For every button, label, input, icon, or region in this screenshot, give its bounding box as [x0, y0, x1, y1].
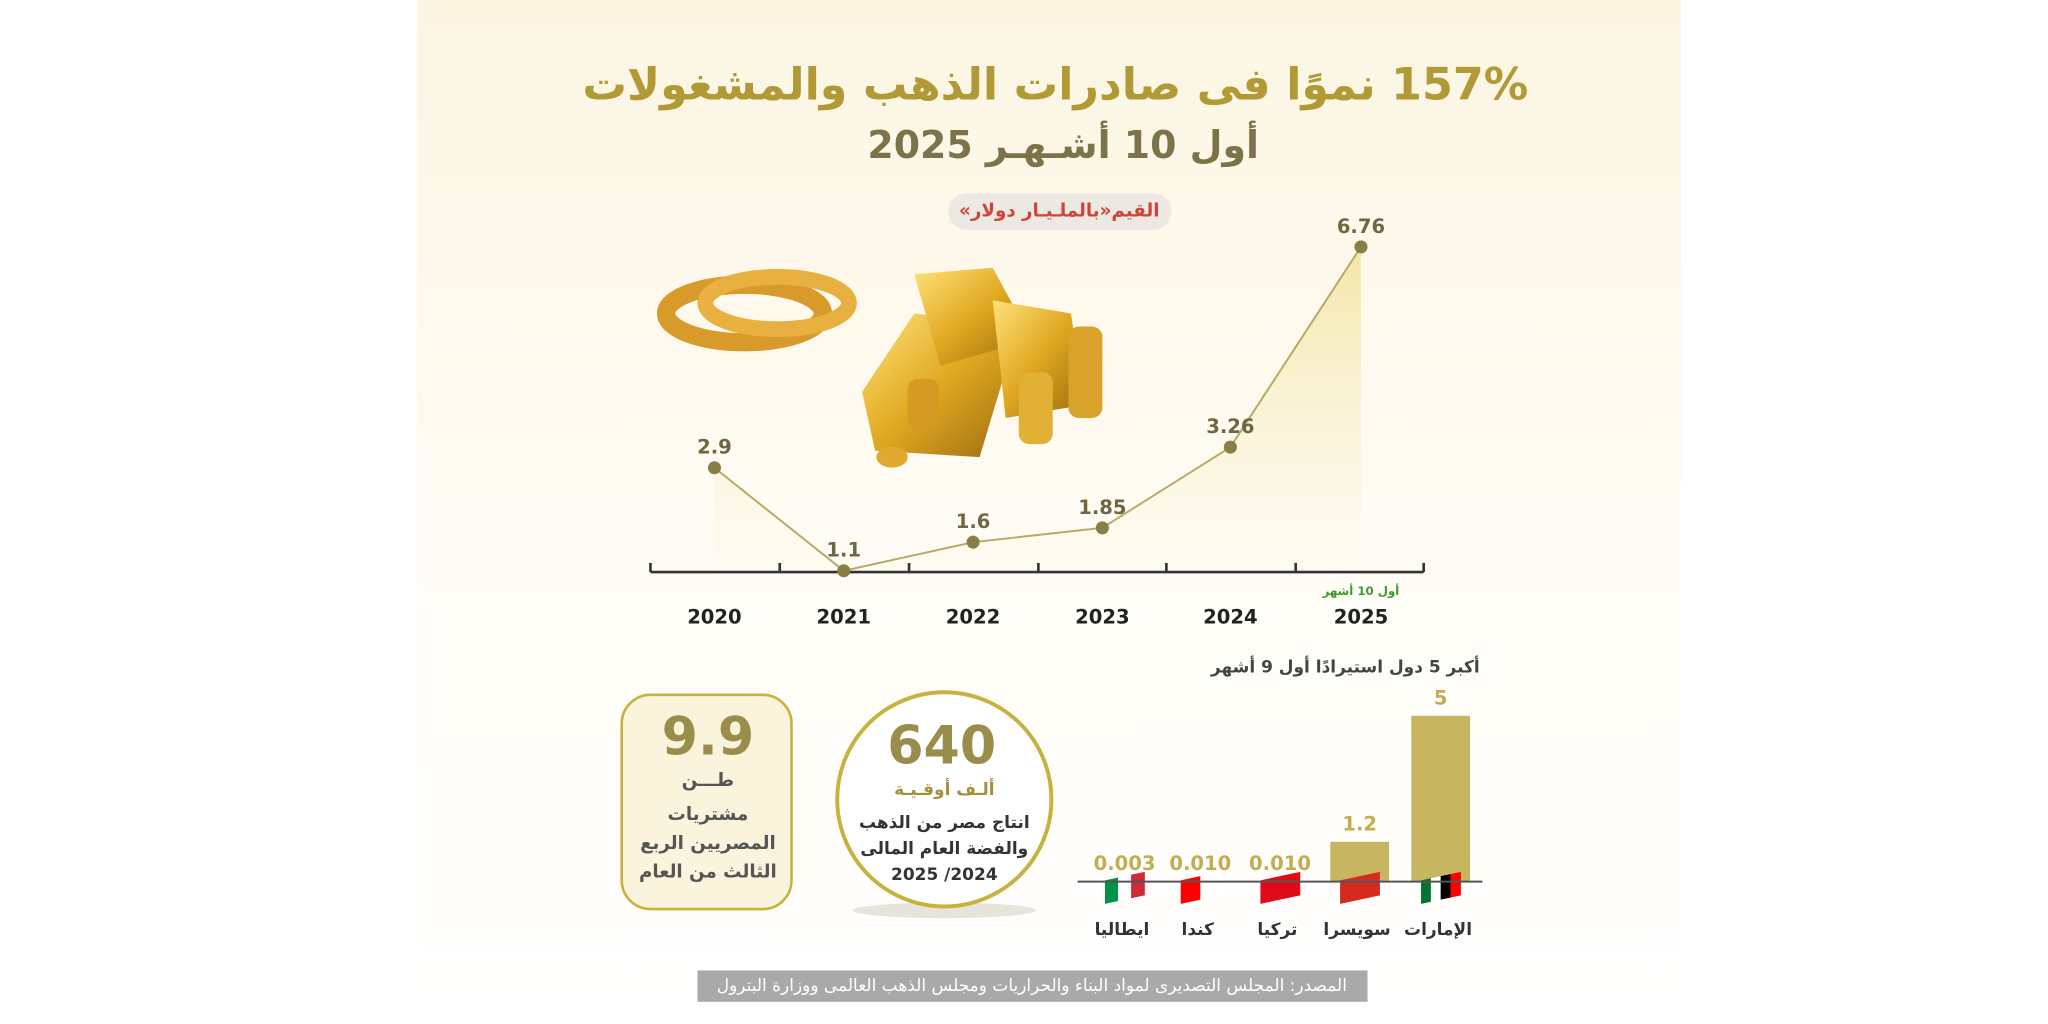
production-value: 640: [887, 717, 996, 777]
bar: [1411, 715, 1471, 882]
x-tick-label: 2022: [946, 605, 1001, 628]
x-tick-label: 2021: [817, 605, 872, 628]
x-tick-label: الإمارات: [1404, 920, 1472, 940]
purchases-line: المصريين الربع: [640, 833, 776, 854]
value-label: 3.26: [1206, 415, 1254, 438]
flag-part: [1104, 877, 1119, 904]
subtitle: أول 10 أشـهـر 2025: [867, 120, 1259, 167]
flag-part: [1200, 871, 1221, 900]
area: [714, 246, 1361, 573]
flag-part: [1340, 871, 1380, 904]
circle-shadow: [852, 902, 1036, 919]
value-label: 1.1: [826, 539, 861, 562]
production-unit: ألـف أوقـيـة: [894, 778, 994, 800]
x-tick-label: 2025: [1334, 605, 1389, 628]
point: [966, 535, 980, 549]
value-label: 1.85: [1078, 496, 1126, 519]
flag-part: [1450, 871, 1461, 898]
gold-illustration: [656, 267, 1103, 468]
point: [1095, 521, 1109, 535]
bar: [1330, 841, 1390, 882]
value-label: 0.010: [1169, 852, 1231, 875]
production-line: انتاج مصر من الذهب: [859, 813, 1030, 833]
unit-pill: [948, 193, 1172, 230]
value-label: 6.76: [1337, 215, 1385, 238]
value-label: 5: [1434, 686, 1448, 709]
flag: [1340, 871, 1380, 904]
x-tick-label: ايطاليا: [1095, 920, 1150, 940]
x-tick-label: 2020: [687, 605, 742, 628]
flag-part: [1131, 871, 1145, 899]
value-label: 0.003: [1094, 852, 1156, 875]
point: [837, 564, 851, 578]
flag-part: [1430, 876, 1442, 902]
flag-part: [1118, 874, 1132, 902]
purchases-line: الثالث من العام: [639, 861, 777, 882]
flag-part: [1440, 873, 1452, 900]
line: [713, 246, 1362, 572]
purchases-value: 9.9: [662, 708, 755, 768]
point: [1354, 240, 1368, 254]
x-tick-label: 2023: [1075, 605, 1130, 628]
x-tick-label: 2024: [1203, 605, 1258, 628]
point: [1223, 440, 1237, 454]
annotation: أول 10 أشهر: [1322, 583, 1400, 599]
flag-part: [1180, 876, 1201, 904]
flag-part: [1260, 871, 1301, 904]
value-label: 2.9: [697, 436, 732, 459]
production-line: والفضة العام المالى: [860, 839, 1028, 859]
bar-chart-title: أكبر 5 دول استيرادًا أول 9 أشهر: [1210, 655, 1480, 677]
flag: [1260, 871, 1301, 904]
x-tick-label: سويسرا: [1323, 920, 1390, 940]
x-tick-label: كندا: [1182, 920, 1215, 940]
purchases-box: [620, 693, 793, 911]
value-label: 1.6: [956, 510, 991, 533]
x-tick-label: تركيا: [1257, 920, 1297, 940]
production-circle: [835, 690, 1054, 909]
purchases-line: مشتريات: [668, 804, 749, 825]
point: [707, 461, 721, 475]
unit-label: القيم«بالملـيـار دولار»: [959, 201, 1159, 222]
title: 157% نموًا فى صادرات الذهب والمشغولات: [582, 60, 1528, 111]
value-label: 0.010: [1249, 852, 1311, 875]
value-label: 1.2: [1342, 812, 1377, 835]
source-bar: [697, 970, 1368, 1002]
source: المصدر: المجلس التصديرى لمواد البناء وال…: [717, 976, 1347, 996]
flag-part: [1421, 878, 1432, 904]
production-line: 2024/ 2025: [891, 865, 998, 885]
purchases-unit: طـــن: [682, 770, 734, 791]
flag: [1180, 871, 1221, 904]
